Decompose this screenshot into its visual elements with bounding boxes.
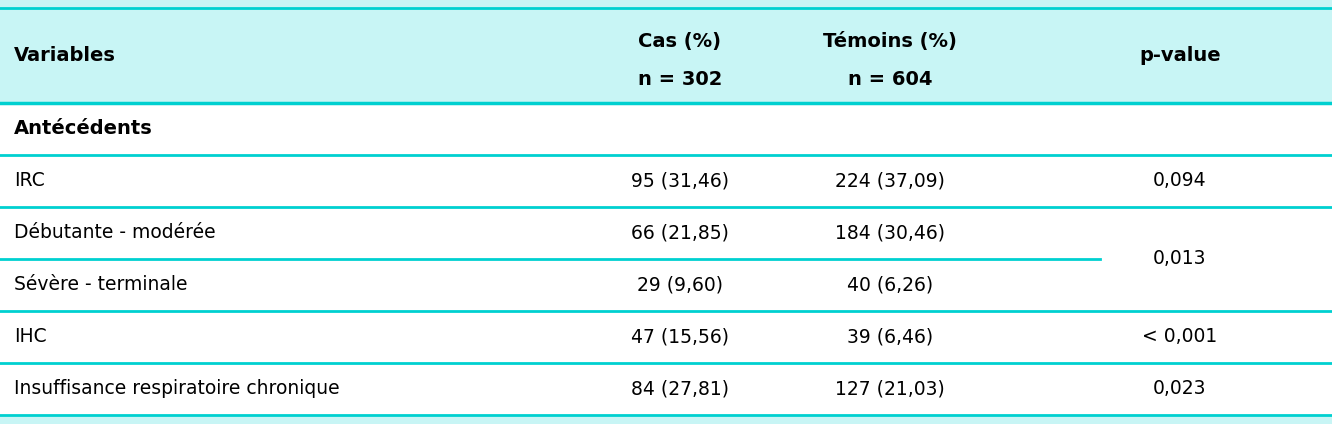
Text: 224 (37,09): 224 (37,09) bbox=[835, 171, 944, 190]
Text: Antécédents: Antécédents bbox=[15, 120, 153, 139]
Text: 29 (9,60): 29 (9,60) bbox=[637, 276, 723, 295]
Text: Insuffisance respiratoire chronique: Insuffisance respiratoire chronique bbox=[15, 379, 340, 399]
Text: n = 604: n = 604 bbox=[847, 70, 932, 89]
Bar bbox=[0, 155, 1332, 207]
Text: 0,094: 0,094 bbox=[1154, 171, 1207, 190]
Text: 127 (21,03): 127 (21,03) bbox=[835, 379, 944, 399]
Text: IRC: IRC bbox=[15, 171, 45, 190]
Text: 40 (6,26): 40 (6,26) bbox=[847, 276, 932, 295]
Text: 0,023: 0,023 bbox=[1154, 379, 1207, 399]
Bar bbox=[0, 103, 1332, 155]
Text: 95 (31,46): 95 (31,46) bbox=[631, 171, 729, 190]
Text: 66 (21,85): 66 (21,85) bbox=[631, 223, 729, 243]
Text: < 0,001: < 0,001 bbox=[1143, 327, 1217, 346]
Text: 39 (6,46): 39 (6,46) bbox=[847, 327, 932, 346]
Text: Témoins (%): Témoins (%) bbox=[823, 32, 956, 51]
Text: 84 (27,81): 84 (27,81) bbox=[631, 379, 729, 399]
Bar bbox=[0, 259, 1332, 311]
Text: Variables: Variables bbox=[15, 46, 116, 65]
Bar bbox=[0, 207, 1332, 259]
Text: 184 (30,46): 184 (30,46) bbox=[835, 223, 944, 243]
Text: 47 (15,56): 47 (15,56) bbox=[631, 327, 729, 346]
Text: n = 302: n = 302 bbox=[638, 70, 722, 89]
Text: Cas (%): Cas (%) bbox=[638, 32, 722, 51]
Text: Débutante - modérée: Débutante - modérée bbox=[15, 223, 216, 243]
Text: Sévère - terminale: Sévère - terminale bbox=[15, 276, 188, 295]
Text: IHC: IHC bbox=[15, 327, 47, 346]
Text: 0,013: 0,013 bbox=[1154, 249, 1207, 268]
Text: p-value: p-value bbox=[1139, 46, 1221, 65]
Bar bbox=[0, 8, 1332, 103]
Bar bbox=[0, 311, 1332, 363]
Bar bbox=[0, 363, 1332, 415]
